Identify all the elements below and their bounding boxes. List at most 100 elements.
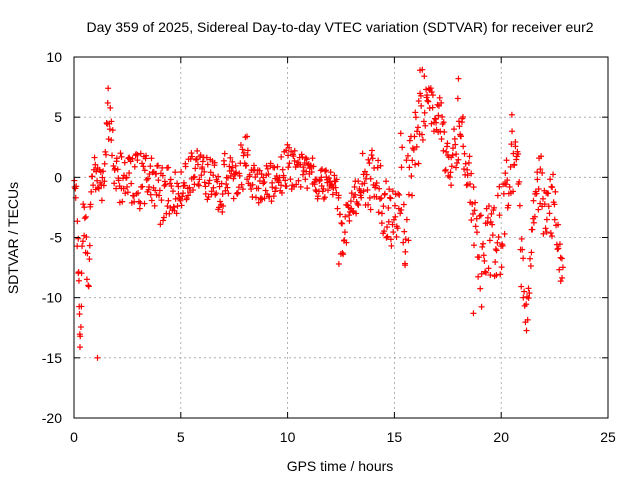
data-point — [402, 248, 409, 255]
data-point — [327, 169, 334, 176]
data-point — [225, 190, 232, 197]
data-point — [537, 166, 544, 173]
data-point — [312, 187, 319, 194]
data-point — [516, 178, 523, 185]
data-point — [187, 189, 194, 196]
data-point — [202, 183, 209, 190]
data-point — [272, 188, 279, 195]
data-point — [447, 169, 454, 176]
data-point — [526, 290, 533, 297]
data-point — [389, 188, 396, 195]
data-point — [376, 185, 383, 192]
data-point — [146, 183, 153, 190]
data-point — [409, 157, 416, 164]
data-point — [435, 102, 442, 109]
data-point — [285, 164, 292, 171]
data-point — [255, 199, 262, 206]
data-point — [310, 163, 317, 170]
data-point — [448, 182, 455, 189]
data-point — [472, 199, 479, 206]
data-point — [205, 180, 212, 187]
data-point — [413, 143, 420, 150]
data-point — [217, 198, 224, 205]
x-tick-label: 20 — [493, 429, 509, 445]
data-point — [347, 198, 354, 205]
data-point — [94, 354, 101, 361]
data-point — [77, 323, 84, 330]
data-point — [234, 189, 241, 196]
data-point — [267, 160, 274, 167]
data-point — [438, 99, 445, 106]
data-point — [179, 193, 186, 200]
data-point — [496, 183, 503, 190]
data-point — [476, 254, 483, 261]
data-point — [105, 85, 112, 92]
data-point — [208, 188, 215, 195]
data-point — [180, 190, 187, 197]
data-point — [462, 160, 469, 167]
x-tick-label: 15 — [387, 429, 403, 445]
data-point — [180, 179, 187, 186]
data-point — [250, 162, 257, 169]
data-point — [143, 176, 150, 183]
data-point — [487, 272, 494, 279]
data-point — [165, 164, 172, 171]
data-point — [269, 184, 276, 191]
data-point — [108, 118, 115, 125]
data-point — [189, 153, 196, 160]
data-point — [373, 193, 380, 200]
data-point — [492, 246, 499, 253]
data-point — [295, 177, 302, 184]
data-point — [480, 252, 487, 259]
data-point — [83, 276, 90, 283]
data-point — [345, 204, 352, 211]
data-point — [504, 177, 511, 184]
data-point — [446, 174, 453, 181]
data-point — [94, 184, 101, 191]
data-point — [503, 157, 510, 164]
data-point — [216, 183, 223, 190]
data-point — [417, 67, 424, 74]
data-point — [364, 186, 371, 193]
data-point — [78, 270, 85, 277]
data-point — [181, 182, 188, 189]
data-point — [79, 243, 86, 250]
data-point — [230, 175, 237, 182]
data-point — [384, 233, 391, 240]
data-point — [440, 119, 447, 126]
data-point — [252, 194, 259, 201]
data-point — [240, 149, 247, 156]
data-point — [351, 183, 358, 190]
data-point — [98, 197, 105, 204]
data-point — [493, 247, 500, 254]
data-point — [353, 210, 360, 217]
data-point — [424, 97, 431, 104]
x-tick-labels: 0 5 10 15 20 25 — [70, 429, 616, 445]
chart-title: Day 359 of 2025, Sidereal Day-to-day VTE… — [86, 19, 593, 35]
data-point — [390, 229, 397, 236]
data-point — [378, 220, 385, 227]
data-point — [311, 181, 318, 188]
data-point — [261, 179, 268, 186]
data-point — [283, 183, 290, 190]
data-point — [321, 194, 328, 201]
data-point — [188, 150, 195, 157]
data-point — [141, 167, 148, 174]
data-point — [279, 166, 286, 173]
data-point — [332, 184, 339, 191]
data-point — [299, 171, 306, 178]
data-point — [128, 180, 135, 187]
data-point — [113, 155, 120, 162]
data-point — [103, 119, 110, 126]
data-point — [335, 192, 342, 199]
data-point — [306, 165, 313, 172]
data-point — [355, 178, 362, 185]
data-point — [500, 190, 507, 197]
data-point — [160, 217, 167, 224]
data-point — [236, 172, 243, 179]
data-point — [258, 171, 265, 178]
data-point — [489, 221, 496, 228]
data-point — [114, 166, 121, 173]
data-point — [525, 295, 532, 302]
data-point — [205, 193, 212, 200]
